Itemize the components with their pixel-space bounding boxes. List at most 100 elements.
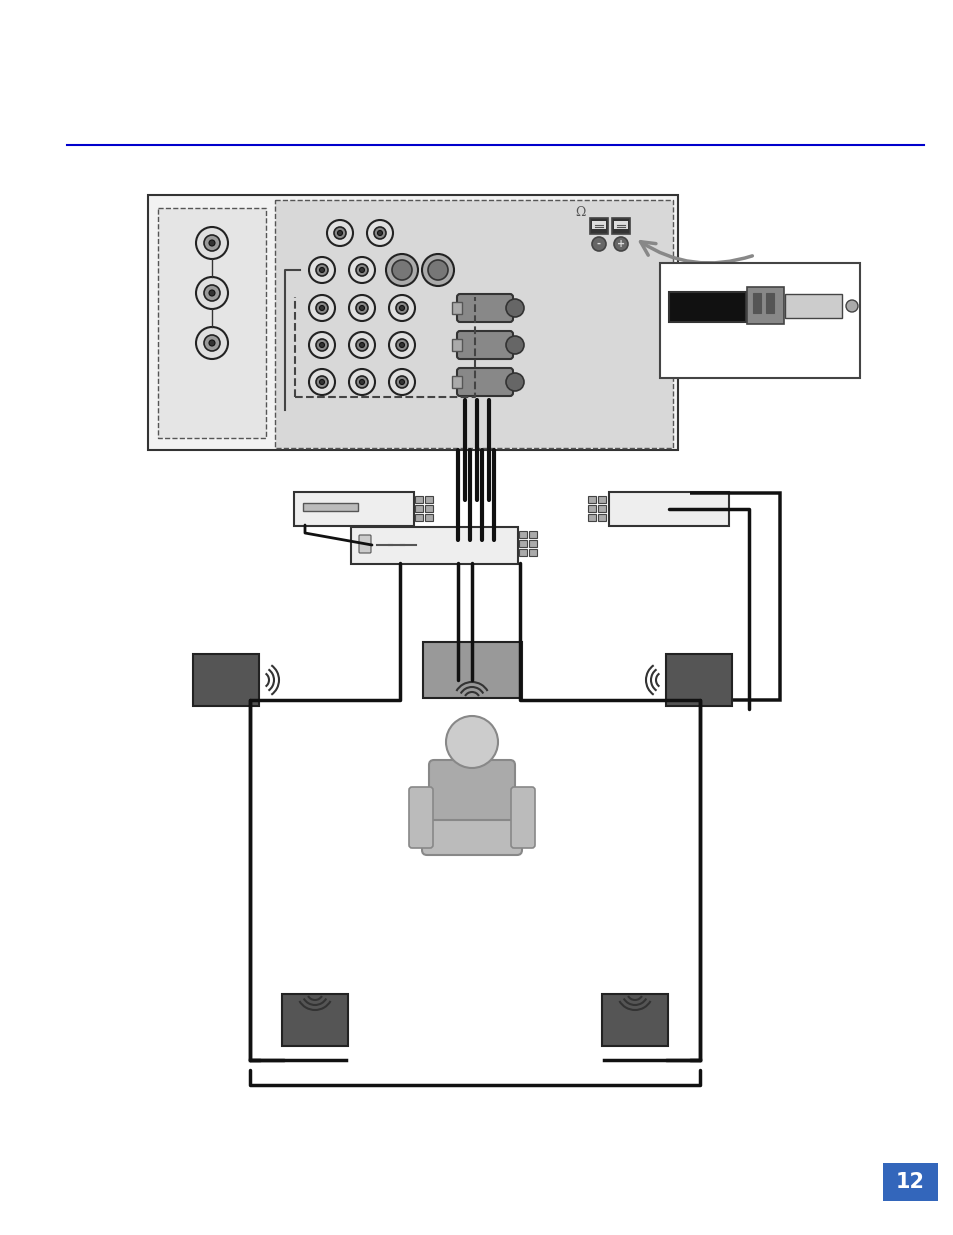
FancyBboxPatch shape	[511, 787, 535, 848]
Text: Ω: Ω	[575, 205, 584, 219]
Circle shape	[309, 369, 335, 395]
Circle shape	[349, 257, 375, 283]
FancyBboxPatch shape	[452, 338, 461, 351]
FancyBboxPatch shape	[452, 303, 461, 314]
Circle shape	[334, 227, 346, 240]
FancyBboxPatch shape	[422, 642, 521, 698]
Bar	[274, 200, 672, 448]
Circle shape	[204, 235, 220, 251]
Circle shape	[355, 303, 368, 314]
Circle shape	[592, 237, 605, 251]
Text: -: -	[597, 240, 600, 249]
FancyBboxPatch shape	[456, 294, 513, 322]
Circle shape	[319, 342, 324, 347]
FancyBboxPatch shape	[518, 531, 526, 538]
Circle shape	[392, 261, 412, 280]
FancyBboxPatch shape	[598, 496, 605, 503]
Circle shape	[446, 716, 497, 768]
Circle shape	[389, 332, 415, 358]
FancyBboxPatch shape	[612, 219, 629, 233]
FancyBboxPatch shape	[752, 293, 760, 312]
Circle shape	[845, 300, 857, 312]
FancyBboxPatch shape	[424, 514, 433, 521]
Circle shape	[505, 373, 523, 391]
Circle shape	[315, 264, 328, 275]
Circle shape	[399, 305, 404, 310]
FancyBboxPatch shape	[587, 514, 596, 521]
FancyArrowPatch shape	[639, 242, 752, 263]
FancyBboxPatch shape	[358, 535, 371, 553]
Circle shape	[374, 227, 386, 240]
FancyBboxPatch shape	[765, 293, 773, 312]
FancyBboxPatch shape	[415, 505, 422, 513]
Bar	[659, 263, 859, 378]
Circle shape	[195, 327, 228, 359]
Circle shape	[359, 305, 364, 310]
FancyBboxPatch shape	[424, 505, 433, 513]
FancyBboxPatch shape	[415, 514, 422, 521]
FancyBboxPatch shape	[614, 221, 627, 228]
Circle shape	[309, 257, 335, 283]
Circle shape	[377, 231, 382, 236]
Bar	[148, 195, 678, 450]
Circle shape	[389, 369, 415, 395]
FancyBboxPatch shape	[598, 505, 605, 513]
Circle shape	[315, 303, 328, 314]
FancyBboxPatch shape	[282, 994, 348, 1046]
Circle shape	[395, 303, 408, 314]
FancyBboxPatch shape	[193, 655, 258, 706]
FancyBboxPatch shape	[429, 760, 515, 820]
Circle shape	[359, 268, 364, 273]
Circle shape	[209, 290, 214, 296]
Circle shape	[399, 342, 404, 347]
FancyBboxPatch shape	[746, 287, 783, 324]
Bar	[158, 207, 266, 438]
FancyBboxPatch shape	[456, 331, 513, 359]
FancyBboxPatch shape	[529, 550, 537, 556]
FancyBboxPatch shape	[608, 492, 728, 526]
Circle shape	[505, 336, 523, 354]
FancyBboxPatch shape	[589, 219, 607, 233]
FancyBboxPatch shape	[882, 1163, 937, 1200]
Circle shape	[355, 338, 368, 351]
FancyBboxPatch shape	[592, 221, 605, 228]
Circle shape	[349, 369, 375, 395]
Circle shape	[319, 379, 324, 384]
Circle shape	[395, 338, 408, 351]
Circle shape	[359, 379, 364, 384]
Circle shape	[355, 375, 368, 388]
FancyBboxPatch shape	[351, 527, 517, 564]
Circle shape	[395, 375, 408, 388]
FancyBboxPatch shape	[518, 540, 526, 547]
Circle shape	[421, 254, 454, 287]
Circle shape	[195, 277, 228, 309]
Text: 12: 12	[895, 1172, 923, 1192]
Circle shape	[195, 227, 228, 259]
FancyBboxPatch shape	[452, 375, 461, 388]
Circle shape	[319, 305, 324, 310]
Circle shape	[337, 231, 342, 236]
Circle shape	[505, 299, 523, 317]
Circle shape	[386, 254, 417, 287]
FancyBboxPatch shape	[529, 531, 537, 538]
FancyBboxPatch shape	[456, 368, 513, 396]
Circle shape	[309, 295, 335, 321]
Circle shape	[315, 375, 328, 388]
Circle shape	[204, 285, 220, 301]
FancyBboxPatch shape	[601, 994, 667, 1046]
FancyBboxPatch shape	[415, 496, 422, 503]
FancyBboxPatch shape	[294, 492, 414, 526]
FancyBboxPatch shape	[587, 505, 596, 513]
Circle shape	[349, 295, 375, 321]
FancyBboxPatch shape	[598, 514, 605, 521]
Circle shape	[614, 237, 627, 251]
Circle shape	[327, 220, 353, 246]
Circle shape	[399, 379, 404, 384]
FancyBboxPatch shape	[668, 291, 745, 322]
Circle shape	[309, 332, 335, 358]
Circle shape	[315, 338, 328, 351]
FancyBboxPatch shape	[529, 540, 537, 547]
FancyBboxPatch shape	[303, 503, 357, 511]
Circle shape	[209, 340, 214, 346]
Circle shape	[389, 295, 415, 321]
